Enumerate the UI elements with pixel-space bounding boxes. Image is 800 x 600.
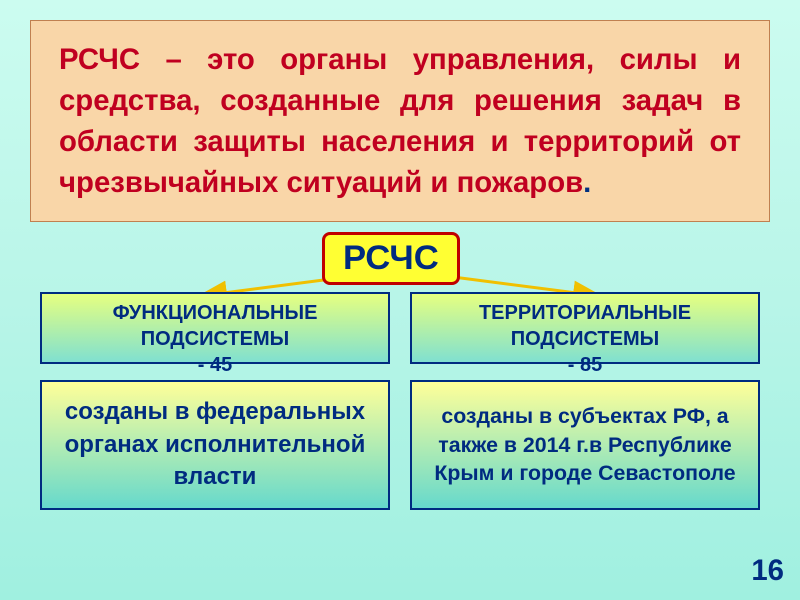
subsystem-title-line2: ПОДСИСТЕМЫ: [420, 326, 750, 352]
root-node: РСЧС: [322, 232, 460, 285]
definition-dot: .: [583, 166, 591, 199]
subsystem-title-line1: ТЕРРИТОРИАЛЬНЫЕ: [420, 300, 750, 326]
description-text: созданы в субъектах РФ, а также в 2014 г…: [430, 402, 740, 488]
description-text: созданы в федеральных органах исполнител…: [60, 396, 370, 493]
subsystem-count: - 45: [50, 352, 380, 378]
page-number: 16: [751, 554, 784, 588]
subsystem-functional: ФУНКЦИОНАЛЬНЫЕ ПОДСИСТЕМЫ - 45: [40, 292, 390, 364]
description-functional: созданы в федеральных органах исполнител…: [40, 380, 390, 510]
description-territorial: созданы в субъектах РФ, а также в 2014 г…: [410, 380, 760, 510]
subsystem-title-line1: ФУНКЦИОНАЛЬНЫЕ: [50, 300, 380, 326]
subsystem-territorial: ТЕРРИТОРИАЛЬНЫЕ ПОДСИСТЕМЫ - 85: [410, 292, 760, 364]
definition-text: РСЧС – это органы управления, силы и сре…: [59, 43, 741, 199]
subsystem-count: - 85: [420, 352, 750, 378]
definition-box: РСЧС – это органы управления, силы и сре…: [30, 20, 770, 222]
subsystem-title-line2: ПОДСИСТЕМЫ: [50, 326, 380, 352]
root-node-label: РСЧС: [343, 239, 439, 277]
